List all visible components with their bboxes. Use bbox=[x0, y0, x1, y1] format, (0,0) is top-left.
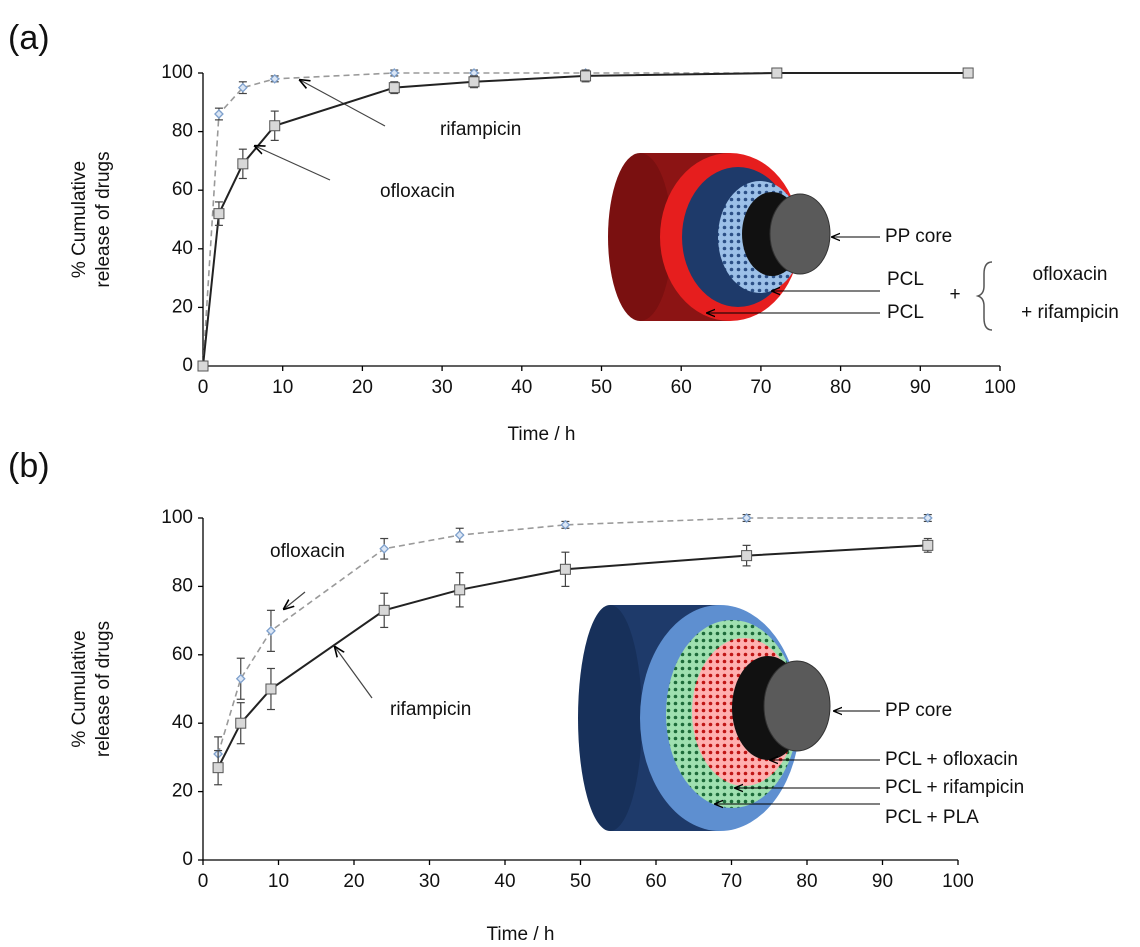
marker bbox=[922, 539, 934, 551]
marker bbox=[237, 158, 249, 170]
x-tick-label: 30 bbox=[432, 377, 453, 398]
x-tick-label: 90 bbox=[872, 871, 893, 892]
marker bbox=[214, 109, 224, 119]
y-tick-label: 60 bbox=[172, 179, 193, 200]
inset-label: PCL + rifampicin bbox=[885, 777, 1024, 798]
x-tick-label: 0 bbox=[198, 377, 209, 398]
y-tick-label: 0 bbox=[182, 355, 193, 376]
x-tick-label: 70 bbox=[750, 377, 771, 398]
marker bbox=[235, 717, 247, 729]
annotation-arrow bbox=[335, 647, 373, 699]
y-axis-label: % Cumulative bbox=[69, 630, 90, 747]
marker bbox=[922, 513, 933, 523]
inset-a bbox=[608, 153, 993, 331]
marker bbox=[237, 82, 248, 93]
marker bbox=[771, 67, 783, 79]
inset-b bbox=[578, 605, 880, 831]
x-tick-label: 60 bbox=[671, 377, 692, 398]
x-tick-label: 10 bbox=[268, 871, 289, 892]
marker bbox=[454, 530, 465, 541]
inset-label: PCL bbox=[887, 269, 924, 290]
series-line bbox=[217, 544, 928, 769]
inset-label: PCL + ofloxacin bbox=[885, 749, 1018, 770]
inset-label: PP core bbox=[885, 700, 952, 721]
marker bbox=[559, 563, 571, 575]
y-tick-label: 20 bbox=[172, 296, 193, 317]
marker bbox=[389, 68, 400, 78]
x-tick-label: 30 bbox=[419, 871, 440, 892]
annotation-arrow bbox=[300, 80, 386, 127]
y-tick-label: 0 bbox=[182, 849, 193, 870]
marker bbox=[269, 73, 280, 84]
x-tick-label: 50 bbox=[591, 377, 612, 398]
marker bbox=[741, 513, 752, 523]
inset-label: + bbox=[949, 284, 960, 305]
y-tick-label: 20 bbox=[172, 781, 193, 802]
inset-label: PCL bbox=[887, 302, 924, 323]
series-annotation: ofloxacin bbox=[380, 181, 455, 202]
y-tick-label: 40 bbox=[172, 712, 193, 733]
y-tick-label: 100 bbox=[161, 62, 193, 83]
x-tick-label: 80 bbox=[796, 871, 817, 892]
x-tick-label: 80 bbox=[830, 377, 851, 398]
marker bbox=[379, 543, 390, 554]
annotation-arrow bbox=[284, 591, 306, 609]
marker bbox=[266, 625, 276, 636]
marker bbox=[388, 82, 400, 94]
panel-label: (a) bbox=[8, 19, 50, 57]
marker bbox=[269, 120, 281, 132]
marker bbox=[580, 70, 592, 82]
series-line bbox=[217, 517, 928, 755]
x-tick-label: 60 bbox=[645, 871, 666, 892]
x-tick-label: 100 bbox=[984, 377, 1016, 398]
inset-label: ofloxacin bbox=[1033, 264, 1108, 285]
y-axis-label: % Cumulative bbox=[69, 161, 90, 278]
inset-label: PCL + PLA bbox=[885, 807, 979, 828]
x-tick-label: 70 bbox=[721, 871, 742, 892]
panel-label: (b) bbox=[8, 447, 50, 485]
x-tick-label: 20 bbox=[343, 871, 364, 892]
series-line bbox=[202, 72, 969, 367]
x-tick-label: 100 bbox=[942, 871, 974, 892]
marker bbox=[468, 76, 480, 88]
marker bbox=[560, 519, 571, 530]
marker bbox=[235, 673, 246, 684]
y-axis-label: release of drugs bbox=[93, 621, 114, 757]
marker bbox=[212, 762, 224, 774]
series-annotation: rifampicin bbox=[390, 699, 471, 720]
x-tick-label: 90 bbox=[910, 377, 931, 398]
x-tick-label: 40 bbox=[511, 377, 532, 398]
x-axis-label: Time / h bbox=[487, 924, 555, 945]
x-tick-label: 20 bbox=[352, 377, 373, 398]
marker bbox=[741, 550, 753, 562]
marker bbox=[962, 67, 974, 79]
y-tick-label: 100 bbox=[161, 507, 193, 528]
inset-label: PP core bbox=[885, 226, 952, 247]
series-line bbox=[202, 72, 969, 367]
y-tick-label: 80 bbox=[172, 575, 193, 596]
y-tick-label: 60 bbox=[172, 644, 193, 665]
marker bbox=[265, 683, 277, 695]
y-axis-label: release of drugs bbox=[93, 151, 114, 287]
series-annotation: ofloxacin bbox=[270, 541, 345, 562]
x-tick-label: 50 bbox=[570, 871, 591, 892]
y-tick-label: 40 bbox=[172, 238, 193, 259]
series-annotation: rifampicin bbox=[440, 119, 521, 140]
marker bbox=[197, 360, 209, 372]
annotation-arrow bbox=[255, 146, 331, 181]
inset-label: + rifampicin bbox=[1021, 302, 1119, 323]
marker bbox=[378, 604, 390, 616]
marker bbox=[213, 208, 225, 220]
x-tick-label: 40 bbox=[494, 871, 515, 892]
x-axis-label: Time / h bbox=[508, 424, 576, 445]
marker bbox=[454, 584, 466, 596]
x-tick-label: 0 bbox=[198, 871, 209, 892]
y-tick-label: 80 bbox=[172, 121, 193, 142]
x-tick-label: 10 bbox=[272, 377, 293, 398]
